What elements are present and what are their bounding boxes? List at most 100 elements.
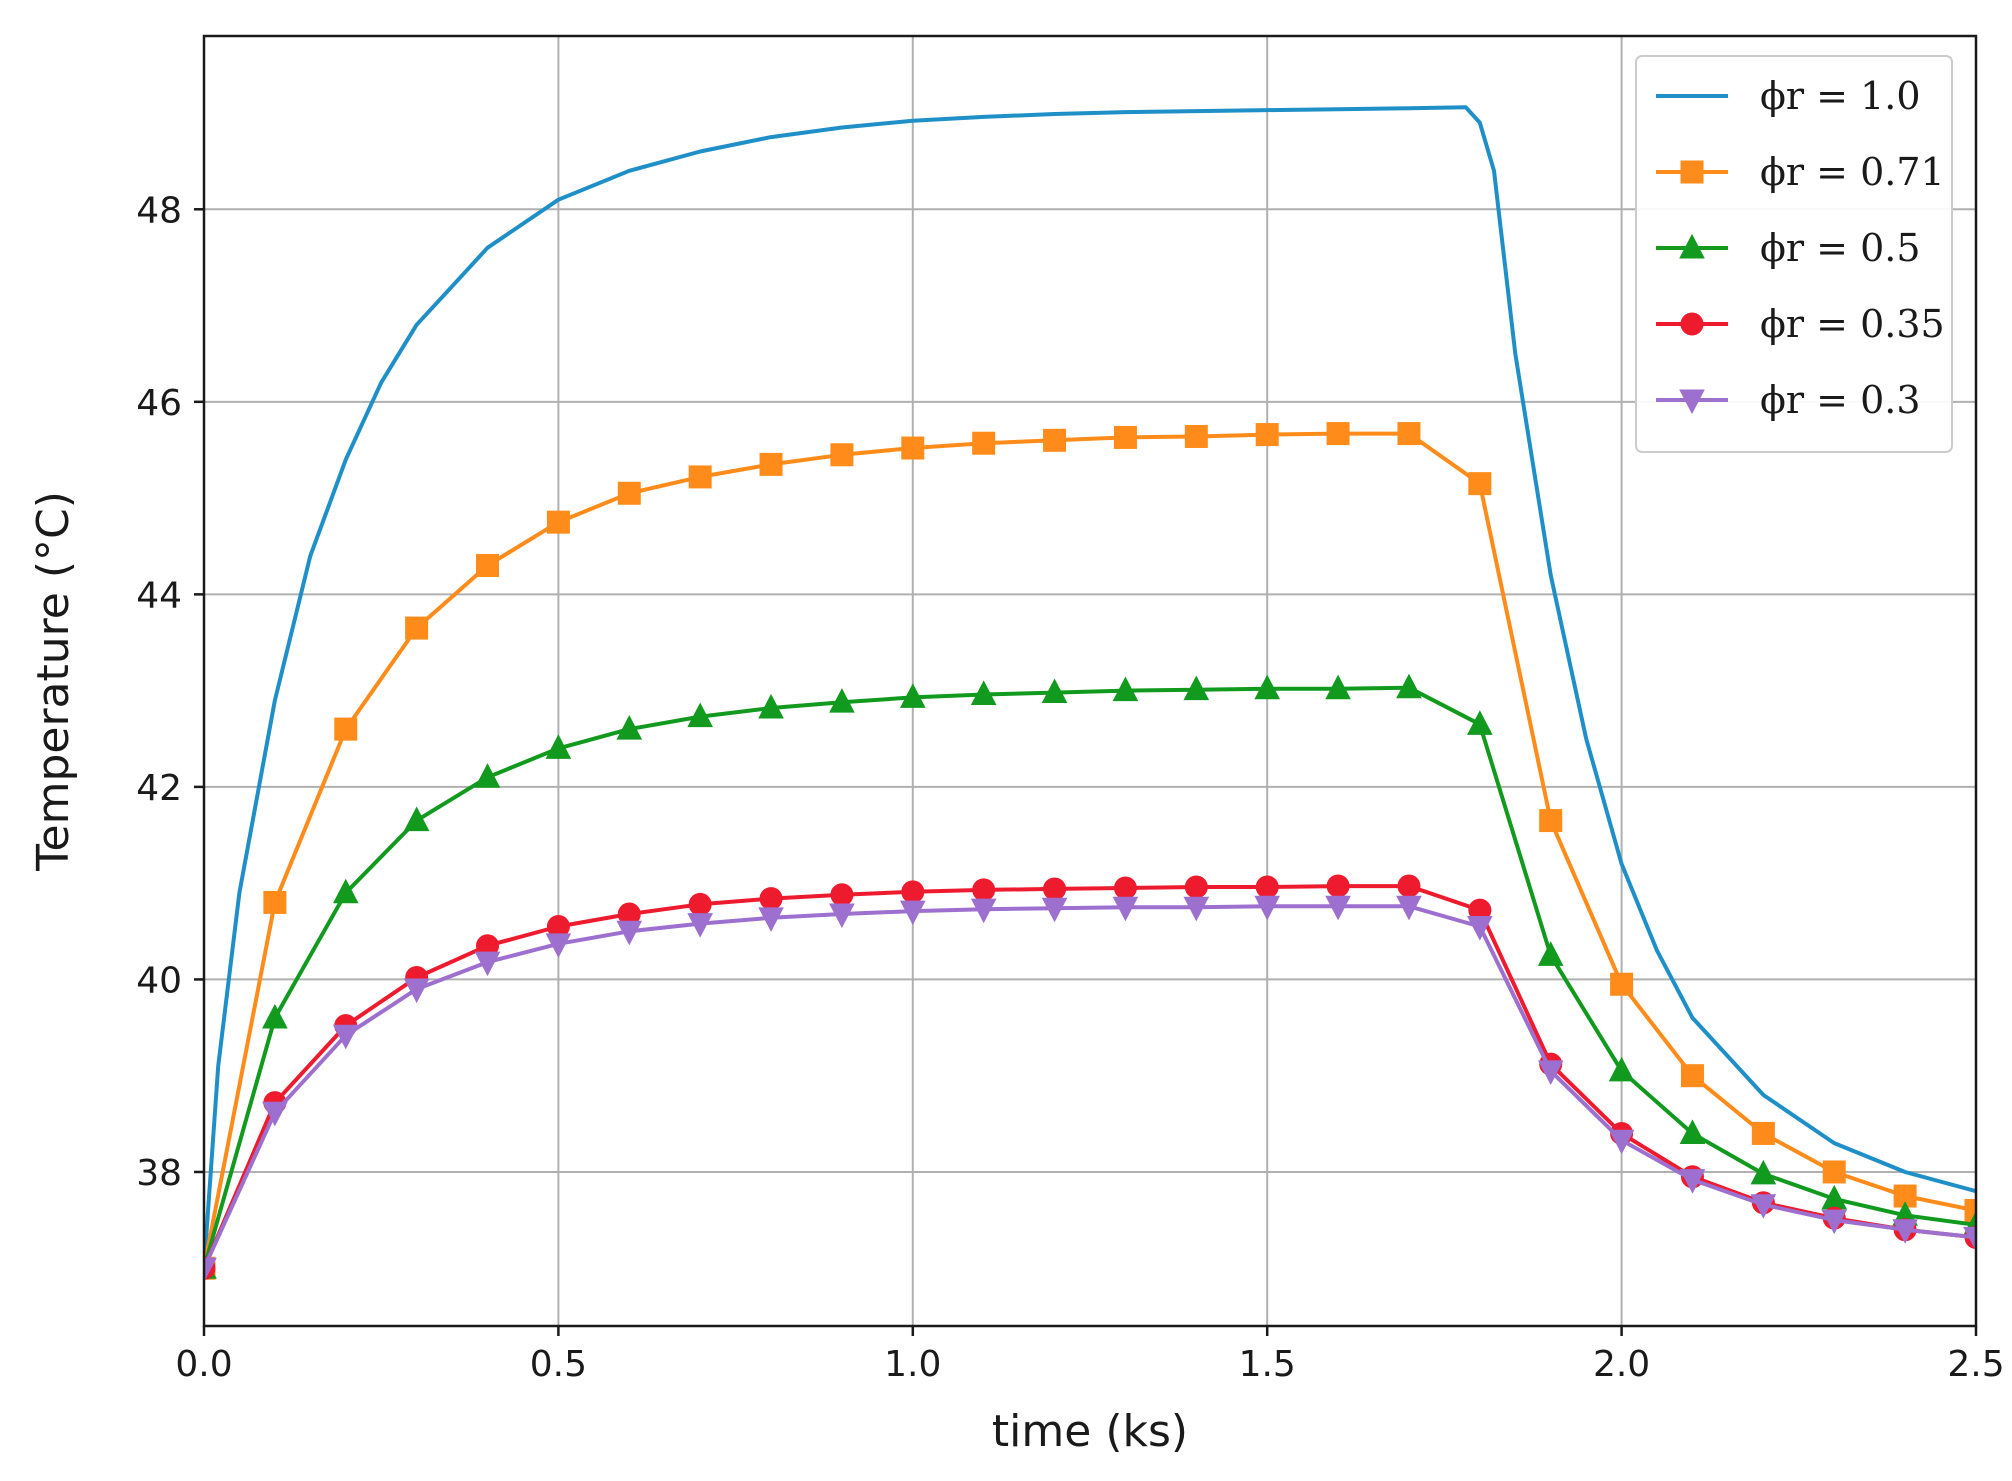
data-point <box>405 616 429 640</box>
data-point <box>474 763 501 788</box>
series-line <box>204 904 1976 1270</box>
legend-item: ϕr = 0.35 <box>1656 302 1945 346</box>
data-point <box>1326 874 1350 898</box>
legend: ϕr = 1.0 ϕr = 0.71 ϕr = 0.5 ϕr = 0.35 ϕr = 0… <box>1635 55 1953 453</box>
axis-ticks <box>194 208 1978 1336</box>
data-point <box>1112 896 1139 922</box>
data-point <box>1183 896 1210 922</box>
legend-marker <box>1679 233 1705 259</box>
data-point <box>1892 1219 1918 1244</box>
data-point <box>1397 422 1421 446</box>
data-point <box>1041 897 1068 923</box>
data-point <box>759 452 783 476</box>
x-tick-label: 1.5 <box>1239 1344 1296 1385</box>
data-point <box>829 903 855 929</box>
data-point <box>758 693 784 719</box>
legend-label: ϕr = 0.71 <box>1760 150 1945 194</box>
data-point <box>830 883 854 907</box>
data-point <box>1537 1060 1564 1085</box>
data-point <box>1184 875 1208 899</box>
data-point <box>970 680 997 705</box>
data-point <box>1539 809 1563 833</box>
data-point <box>972 878 996 902</box>
data-point <box>474 951 501 977</box>
data-point <box>334 717 358 741</box>
data-point <box>1254 895 1281 921</box>
data-point <box>1608 1056 1635 1082</box>
data-point <box>1468 472 1492 496</box>
data-point <box>545 933 572 958</box>
y-tick-label: 44 <box>136 575 182 616</box>
data-point <box>1679 1169 1706 1194</box>
data-point <box>262 1101 288 1127</box>
data-point <box>1963 1226 1976 1252</box>
data-point <box>687 913 713 938</box>
x-tick-label: 1.0 <box>884 1344 941 1385</box>
data-point <box>1822 1160 1846 1184</box>
y-axis-title: Temperature (°C) <box>28 491 79 872</box>
data-point <box>476 553 500 577</box>
y-tick-label: 38 <box>136 1153 182 1194</box>
data-point <box>617 481 641 505</box>
data-point <box>1610 972 1634 996</box>
legend-marker <box>1680 160 1704 184</box>
series-line <box>204 431 1976 1269</box>
data-point <box>829 688 855 713</box>
data-point <box>1751 1121 1775 1145</box>
legend-label: ϕr = 0.3 <box>1760 378 1921 422</box>
legend-item: ϕr = 0.71 <box>1656 150 1945 194</box>
data-point <box>1254 674 1281 700</box>
legend-item: ϕr = 0.3 <box>1656 378 1921 422</box>
y-tick-label: 48 <box>136 190 182 231</box>
data-point <box>901 880 925 904</box>
y-tick-label: 46 <box>136 383 182 424</box>
legend-marker <box>1679 389 1705 415</box>
data-point <box>1750 1194 1777 1219</box>
data-point <box>1396 673 1422 699</box>
data-point <box>688 892 712 916</box>
data-point <box>901 436 925 460</box>
data-point <box>403 978 430 1004</box>
legend-item: ϕr = 0.5 <box>1656 226 1921 270</box>
data-point <box>1112 676 1139 702</box>
y-tick-label: 40 <box>136 960 182 1001</box>
data-point <box>1680 1064 1704 1088</box>
x-tick-label: 2.0 <box>1593 1344 1650 1385</box>
y-tick-label: 42 <box>136 768 182 809</box>
x-axis-title: time (ks) <box>992 1406 1188 1457</box>
data-point <box>1255 875 1279 899</box>
data-point <box>545 734 572 759</box>
data-point <box>1184 424 1208 448</box>
data-point <box>263 890 287 914</box>
data-point <box>688 465 712 489</box>
series-2 <box>204 422 1976 1280</box>
data-point <box>1041 678 1068 704</box>
legend-item: ϕr = 1.0 <box>1656 74 1921 118</box>
data-point <box>1467 915 1493 941</box>
legend-marker <box>1680 312 1704 336</box>
data-point <box>899 683 926 708</box>
data-point <box>1608 1129 1635 1155</box>
data-point <box>759 887 783 911</box>
data-point <box>616 715 643 740</box>
data-point <box>830 443 854 467</box>
series-5 <box>204 895 1976 1283</box>
data-point <box>332 878 359 904</box>
axis-tick-labels: 0.0 0.5 1.0 1.5 2.0 2.5 38 40 42 44 46 48 <box>136 190 2004 1385</box>
data-point <box>1183 675 1210 701</box>
series-1 <box>204 105 1976 1269</box>
data-point <box>899 900 926 926</box>
data-point <box>332 1024 359 1050</box>
data-point <box>1325 895 1351 921</box>
data-point <box>1397 874 1421 898</box>
data-point <box>1043 428 1067 452</box>
data-point <box>1043 877 1067 901</box>
series-line <box>204 105 1976 1269</box>
data-point <box>972 431 996 455</box>
data-point <box>1467 710 1493 735</box>
data-point <box>1255 423 1279 447</box>
data-point <box>1750 1159 1777 1185</box>
plot-area-frame <box>202 34 1978 1328</box>
data-point <box>1821 1209 1848 1235</box>
